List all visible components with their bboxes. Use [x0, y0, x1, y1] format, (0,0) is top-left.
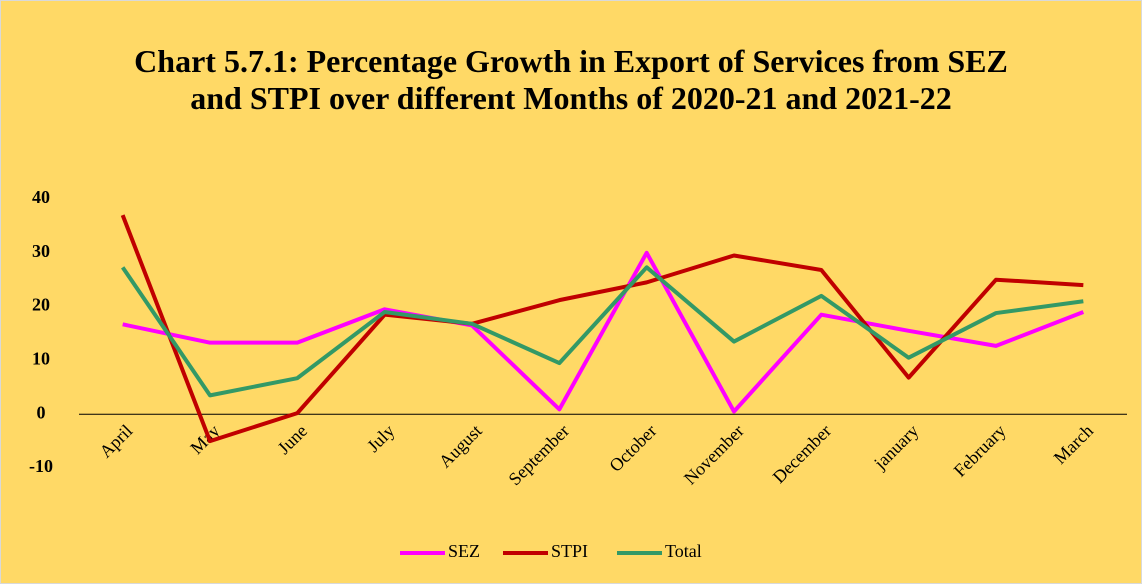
y-tick-label: 40 [32, 187, 50, 207]
chart-title: Chart 5.7.1: Percentage Growth in Export… [134, 43, 1008, 116]
legend-label: SEZ [448, 541, 480, 561]
x-tick-label: June [274, 421, 311, 458]
line-series [120, 214, 1084, 444]
y-tick-label: -10 [29, 456, 53, 476]
line-series [122, 250, 1085, 414]
y-tick-label: 30 [32, 241, 50, 261]
y-tick-label: 0 [37, 402, 46, 422]
legend-label: STPI [551, 541, 588, 561]
x-tick-label: December [769, 421, 835, 487]
legend-label: Total [665, 541, 702, 561]
x-tick-label: August [435, 421, 486, 472]
x-tick-label: February [950, 421, 1010, 481]
line-series [121, 265, 1084, 398]
x-tick-label: October [605, 421, 660, 476]
x-tick-label: April [95, 421, 136, 462]
y-tick-label: 20 [32, 295, 50, 315]
x-tick-label: january [869, 421, 922, 474]
x-tick-label: November [680, 421, 748, 489]
x-tick-label: March [1050, 421, 1097, 468]
x-tick-label: July [363, 421, 398, 456]
y-tick-label: 10 [32, 349, 50, 369]
x-tick-label: September [505, 421, 574, 490]
